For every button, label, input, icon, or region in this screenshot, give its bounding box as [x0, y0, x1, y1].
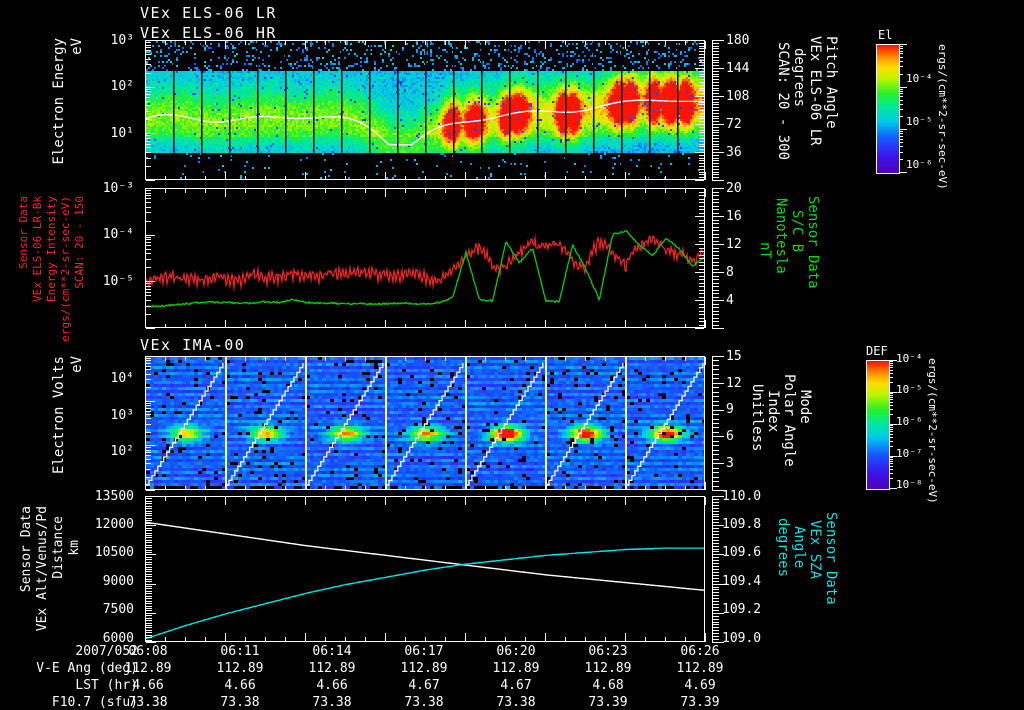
table-cell-lst-2: 4.66	[316, 678, 348, 693]
p2-right-axis-units: Nanotesla	[773, 198, 789, 274]
table-cell-time-4: 06:20	[496, 644, 536, 659]
p4-left-axis-quantity: Distance	[51, 516, 66, 579]
p3-right-axis-quantity: Index	[765, 390, 781, 433]
def-colorbar-tick-2: 10⁻⁶	[896, 415, 923, 428]
p3-rtick-0: 15	[726, 349, 742, 364]
def-colorbar-title: DEF	[866, 344, 888, 358]
p1-right-axis-sublabel: VEx ELS-06 LR	[807, 36, 823, 146]
altitude-sza-panel[interactable]	[145, 496, 705, 642]
table-cell-time-5: 06:23	[588, 644, 628, 659]
p3-right-axis-sublabel: Polar Angle	[781, 374, 797, 467]
panel1-title-lr: VEx ELS-06 LR	[140, 4, 277, 22]
p2-rtick-0: 20	[726, 181, 742, 196]
p2-left-axis-scan: SCAN: 20 - 150	[73, 196, 86, 289]
p4-right-axis-units: degrees	[775, 518, 791, 578]
p2-left-axis-sublabel: VEx ELS-06 LR-Bk	[31, 196, 44, 302]
p4-ytick-3: 9000	[102, 574, 134, 589]
table-cell-lst-5: 4.68	[592, 678, 624, 693]
p1-right-axis-units: degrees	[791, 48, 807, 108]
bottom-parameter-table: 2007/052 V-E Ang (deg) LST (hr) F10.7 (s…	[0, 640, 1024, 710]
p2-ytick-2: 10⁻⁵	[102, 274, 134, 289]
p1-ytick-2: 10¹	[110, 126, 134, 141]
table-cell-vean-2: 112.89	[308, 661, 356, 676]
el-colorbar-tick-0: 10⁻⁴	[906, 72, 933, 85]
p3-right-axis-label: Mode	[797, 390, 813, 424]
p3-ytick-0: 10⁴	[110, 371, 134, 386]
p3-left-axis-units: eV	[69, 356, 85, 373]
table-cell-vean-0: 112.89	[124, 661, 172, 676]
p1-left-axis-label: Electron Energy	[51, 38, 67, 165]
p4-right-axis-label: Sensor Data	[823, 512, 839, 605]
table-cell-vean-6: 112.89	[676, 661, 724, 676]
p2-left-axis-units: ergs/(cm**2-sr-sec-eV)	[59, 196, 72, 342]
table-cell-vean-4: 112.89	[492, 661, 540, 676]
els-spectrogram-panel[interactable]	[145, 40, 705, 180]
p4-left-axis-label: Sensor Data	[19, 506, 34, 593]
table-cell-lst-4: 4.67	[500, 678, 532, 693]
p4-right-axis-quantity: Angle	[791, 526, 807, 569]
p2-ytick-1: 10⁻⁴	[102, 227, 134, 242]
p4-ytick-1: 12000	[94, 517, 134, 532]
p3-ytick-1: 10³	[110, 408, 134, 423]
p4-rtick-4: 109.2	[722, 602, 762, 617]
ima-spectrogram-panel[interactable]	[145, 356, 705, 490]
def-colorbar-tick-3: 10⁻⁷	[896, 447, 923, 460]
p4-left-axis-units: km	[67, 540, 82, 556]
p2-ytick-0: 10⁻³	[102, 181, 134, 196]
def-colorbar-tick-1: 10⁻⁵	[896, 383, 923, 396]
p3-left-axis-label: Electron Volts	[51, 356, 67, 475]
p3-rtick-4: 3	[726, 456, 734, 471]
def-colorbar-tick-0: 10⁻⁴	[896, 352, 923, 365]
p4-rtick-0: 110.0	[722, 489, 762, 504]
table-cell-lst-0: 4.66	[132, 678, 164, 693]
table-cell-time-2: 06:14	[312, 644, 352, 659]
p2-left-axis-quantity: Energy Intensity	[45, 196, 58, 302]
table-cell-time-1: 06:11	[220, 644, 260, 659]
def-colorbar[interactable]	[866, 360, 890, 490]
el-colorbar-tick-1: 10⁻⁵	[906, 115, 933, 128]
p1-right-axis-scan: SCAN: 20 - 300	[775, 42, 791, 161]
table-cell-lst-6: 4.69	[684, 678, 716, 693]
p4-right-axis-sublabel: VEx SZA	[807, 520, 823, 580]
p4-ytick-0: 13500	[94, 489, 134, 504]
p2-right-axis-label: Sensor Data	[805, 196, 821, 289]
table-cell-vean-5: 112.89	[584, 661, 632, 676]
p4-left-axis-sublabel: VEx Alt/Venus/Pd	[35, 506, 50, 632]
p1-ytick-0: 10³	[110, 33, 134, 48]
p1-right-axis-label: Pitch Angle	[823, 36, 839, 129]
p3-right-axis-units: Unitless	[749, 384, 765, 452]
table-cell-time-6: 06:26	[680, 644, 720, 659]
table-cell-time-3: 06:17	[404, 644, 444, 659]
el-colorbar-tick-2: 10⁻⁶	[906, 158, 933, 171]
table-cell-lst-1: 4.66	[224, 678, 256, 693]
p2-left-axis-label: Sensor Data	[17, 196, 30, 269]
el-colorbar-units: ergs/(cm**2-sr-sec-eV)	[936, 44, 949, 190]
table-cell-vean-1: 112.89	[216, 661, 264, 676]
p1-left-axis-units: eV	[69, 38, 85, 55]
p2-right-axis-short-units: nT	[757, 242, 773, 259]
p3-ytick-2: 10²	[110, 444, 134, 459]
el-colorbar[interactable]	[876, 44, 900, 174]
def-colorbar-units: ergs/(cm**2-sr-sec-eV)	[926, 358, 939, 504]
def-colorbar-tick-4: 10⁻⁸	[896, 478, 923, 491]
table-cell-lst-3: 4.67	[408, 678, 440, 693]
el-colorbar-title: El	[878, 28, 893, 42]
p2-rtick-4: 4	[726, 293, 734, 308]
p2-right-axis-sublabel: S/C B	[789, 210, 805, 253]
p1-ytick-1: 10²	[110, 79, 134, 94]
table-cell-vean-3: 112.89	[400, 661, 448, 676]
panel3-title: VEx IMA-00	[140, 336, 246, 354]
energy-intensity-bfield-panel[interactable]	[145, 188, 705, 328]
p4-ytick-4: 7500	[102, 602, 134, 617]
table-cell-time-0: 06:08	[128, 644, 168, 659]
